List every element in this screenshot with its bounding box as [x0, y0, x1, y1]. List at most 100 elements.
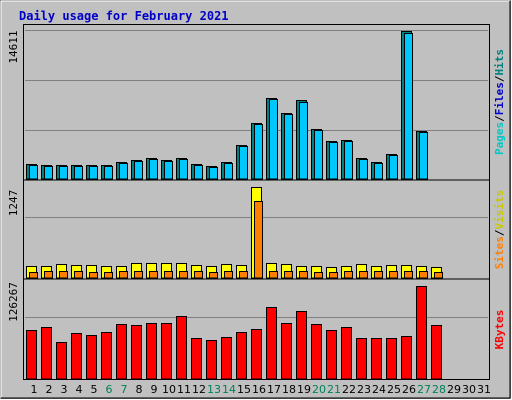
legend-entry: KBytes — [493, 310, 506, 350]
panel-max-label: 1247 — [7, 190, 20, 217]
bar-kbytes-kbytes-day-20 — [311, 324, 322, 380]
bar-hits-files-day-7 — [119, 163, 128, 180]
bar-visits-sites-day-20 — [314, 272, 323, 279]
bar-kbytes-kbytes-day-6 — [101, 332, 112, 380]
legend-entry: Files — [493, 82, 506, 115]
bar-visits-sites-day-19 — [299, 271, 308, 279]
bar-kbytes-kbytes-day-14 — [221, 337, 232, 380]
bar-visits-sites-day-5 — [89, 272, 98, 279]
bar-hits-files-day-12 — [194, 165, 203, 180]
panel-kbytes: 126267 KBytes — [7, 278, 506, 380]
bar-hits-files-day-20 — [314, 130, 323, 180]
day-label-20: 20 — [312, 383, 326, 396]
day-label-8: 8 — [136, 383, 143, 396]
bar-kbytes-kbytes-day-11 — [176, 316, 187, 380]
bar-kbytes-kbytes-day-15 — [236, 332, 247, 380]
bar-visits-sites-day-26 — [404, 271, 413, 279]
day-label-30: 30 — [462, 383, 476, 396]
day-label-29: 29 — [447, 383, 461, 396]
bar-visits-sites-day-7 — [119, 271, 128, 279]
bar-visits-sites-day-1 — [29, 272, 38, 279]
day-label-18: 18 — [282, 383, 296, 396]
bar-kbytes-kbytes-day-24 — [371, 338, 382, 380]
bar-hits-files-day-19 — [299, 102, 308, 180]
bar-kbytes-kbytes-day-18 — [281, 323, 292, 380]
bar-visits-sites-day-11 — [179, 271, 188, 279]
bar-kbytes-kbytes-day-3 — [56, 342, 67, 380]
day-label-16: 16 — [252, 383, 266, 396]
bar-kbytes-kbytes-day-10 — [161, 323, 172, 380]
bar-visits-sites-day-17 — [269, 271, 278, 279]
panel-legend: KBytes — [493, 310, 506, 350]
bar-visits-sites-day-18 — [284, 271, 293, 279]
bar-hits-files-day-23 — [359, 159, 368, 180]
legend-entry: / — [493, 75, 506, 82]
bar-hits-files-day-8 — [134, 161, 143, 180]
bar-kbytes-kbytes-day-19 — [296, 311, 307, 380]
day-label-23: 23 — [357, 383, 371, 396]
day-label-12: 12 — [192, 383, 206, 396]
bar-visits-sites-day-4 — [74, 271, 83, 279]
bar-visits-sites-day-22 — [344, 271, 353, 279]
day-label-11: 11 — [177, 383, 191, 396]
bar-hits-files-day-15 — [239, 146, 248, 180]
bar-visits-sites-day-16 — [254, 201, 263, 279]
day-label-3: 3 — [61, 383, 68, 396]
bar-visits-sites-day-2 — [44, 271, 53, 279]
bar-kbytes-kbytes-day-27 — [416, 286, 427, 380]
bar-kbytes-kbytes-day-25 — [386, 338, 397, 380]
day-label-15: 15 — [237, 383, 251, 396]
bar-hits-files-day-21 — [329, 142, 338, 180]
legend-entry: / — [493, 115, 506, 122]
bar-visits-sites-day-3 — [59, 271, 68, 279]
bar-hits-files-day-18 — [284, 114, 293, 180]
bar-hits-files-day-26 — [404, 33, 413, 180]
bar-hits-files-day-24 — [374, 163, 383, 180]
bar-visits-sites-day-13 — [209, 272, 218, 279]
bar-visits-sites-day-6 — [104, 272, 113, 279]
day-label-4: 4 — [76, 383, 83, 396]
bar-hits-files-day-1 — [29, 165, 38, 180]
legend-entry: Visits — [493, 190, 506, 230]
bar-visits-sites-day-9 — [149, 271, 158, 279]
bar-visits-sites-day-12 — [194, 271, 203, 279]
bar-hits-files-day-16 — [254, 124, 263, 180]
bar-hits-files-day-27 — [419, 132, 428, 180]
bar-visits-sites-day-27 — [419, 271, 428, 279]
bar-hits-files-day-25 — [389, 155, 398, 180]
bar-visits-sites-day-24 — [374, 271, 383, 279]
bar-hits-files-day-10 — [164, 161, 173, 180]
day-label-19: 19 — [297, 383, 311, 396]
bar-visits-sites-day-23 — [359, 271, 368, 279]
panel-legend: Pages/Files/Hits — [493, 49, 506, 155]
bar-hits-files-day-4 — [74, 166, 83, 180]
legend-entry: Pages — [493, 122, 506, 155]
bar-kbytes-kbytes-day-7 — [116, 324, 127, 380]
legend-entry: Sites — [493, 236, 506, 269]
bar-hits-files-day-17 — [269, 99, 278, 180]
day-label-28: 28 — [432, 383, 446, 396]
bar-kbytes-kbytes-day-21 — [326, 330, 337, 380]
bar-kbytes-kbytes-day-9 — [146, 323, 157, 380]
bar-kbytes-kbytes-day-23 — [356, 338, 367, 380]
panel-visits: 1247 Sites/Visits — [7, 179, 506, 279]
day-label-22: 22 — [342, 383, 356, 396]
bar-visits-sites-day-14 — [224, 271, 233, 279]
day-label-26: 26 — [402, 383, 416, 396]
bar-visits-sites-day-28 — [434, 272, 443, 279]
day-label-24: 24 — [372, 383, 386, 396]
bar-visits-sites-day-8 — [134, 271, 143, 279]
day-label-10: 10 — [162, 383, 176, 396]
bar-hits-files-day-22 — [344, 141, 353, 180]
bar-kbytes-kbytes-day-2 — [41, 327, 52, 380]
bar-kbytes-kbytes-day-13 — [206, 340, 217, 380]
day-label-1: 1 — [31, 383, 38, 396]
bar-kbytes-kbytes-day-8 — [131, 325, 142, 380]
panel-max-label: 14611 — [7, 30, 20, 63]
bar-kbytes-kbytes-day-22 — [341, 327, 352, 380]
bar-visits-sites-day-15 — [239, 271, 248, 279]
x-axis-day-labels: 1 2 3 4 5 6 7 8 9 10 11 12 13 14 15 16 17 18 19 20 21 22 23 24 2… — [31, 383, 492, 396]
bar-hits-files-day-14 — [224, 163, 233, 180]
bar-kbytes-kbytes-day-17 — [266, 307, 277, 380]
